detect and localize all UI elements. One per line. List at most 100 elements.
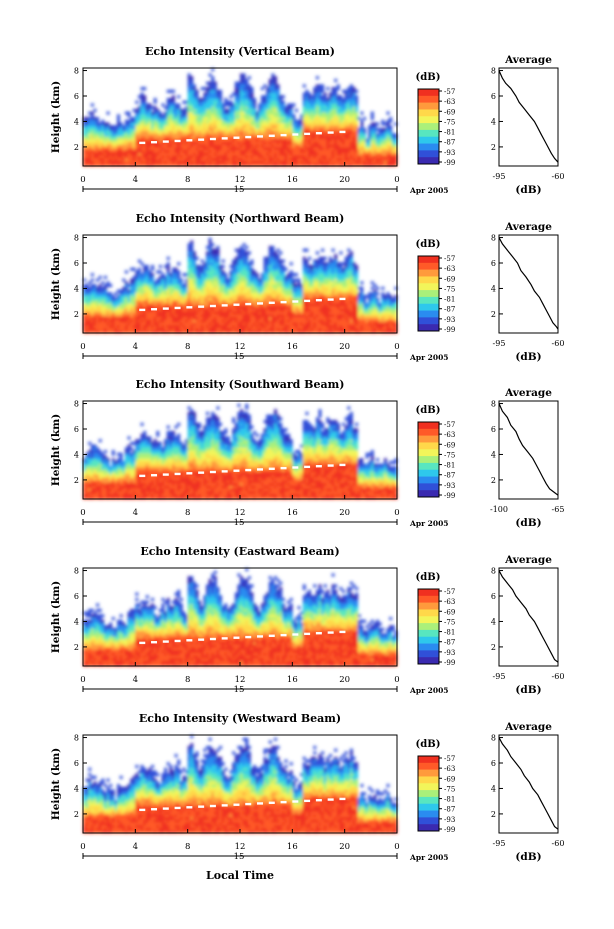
heatmap-field bbox=[83, 68, 398, 167]
y-tick-label: 6 bbox=[74, 259, 79, 268]
x-tick-label: 0 bbox=[394, 842, 399, 852]
colorbar-frame bbox=[417, 255, 440, 332]
y-tick-label: 4 bbox=[74, 450, 79, 459]
colorbar-label: -87 bbox=[444, 306, 455, 314]
colorbar-swatch bbox=[418, 324, 439, 332]
colorbar-swatch bbox=[418, 310, 439, 318]
profile-y-tick-label: 4 bbox=[491, 617, 496, 626]
heatmap-field bbox=[83, 568, 398, 667]
x-tick-label: 20 bbox=[339, 842, 350, 852]
x-tick-label: 0 bbox=[394, 675, 399, 685]
artifact-line bbox=[139, 297, 346, 312]
colorbar-label: -57 bbox=[444, 421, 455, 429]
date-label: Apr 2005 bbox=[409, 686, 449, 695]
colorbar-swatch bbox=[418, 116, 439, 124]
colorbar-swatch bbox=[418, 650, 439, 658]
x-tick-label: 8 bbox=[185, 342, 190, 352]
profile-x-tick-label: -65 bbox=[552, 505, 565, 514]
x-tick-label: 20 bbox=[339, 508, 350, 518]
x-tick-label: 0 bbox=[394, 342, 399, 352]
profile-line bbox=[498, 237, 559, 330]
colorbar-swatch bbox=[418, 483, 439, 491]
colorbar-label: -57 bbox=[444, 88, 455, 96]
panel-4: Echo Intensity (Westward Beam) 2 4 6 8 Height… bbox=[50, 712, 564, 863]
date-label: Apr 2005 bbox=[409, 519, 449, 528]
colorbar-unit: (dB) bbox=[416, 739, 441, 750]
colorbar-swatch bbox=[418, 290, 439, 298]
date-label: Apr 2005 bbox=[409, 853, 449, 862]
panel-title: Echo Intensity (Westward Beam) bbox=[139, 712, 341, 725]
y-tick-label: 8 bbox=[74, 567, 79, 576]
heatmap-field bbox=[83, 403, 398, 500]
x-tick-label: 0 bbox=[80, 675, 85, 685]
colorbar-swatch bbox=[418, 616, 439, 624]
artifact-line bbox=[139, 463, 346, 478]
profile-y-tick-label: 6 bbox=[491, 92, 496, 101]
colorbar-label: -69 bbox=[444, 441, 455, 449]
colorbar-label: -75 bbox=[444, 285, 455, 293]
profile-y-tick-label: 8 bbox=[491, 734, 496, 743]
x-tick-label: 16 bbox=[287, 342, 298, 352]
day-label: 15 bbox=[234, 185, 245, 195]
x-tick-label: 12 bbox=[235, 842, 246, 852]
profile-y-tick-label: 2 bbox=[491, 476, 496, 485]
colorbar-swatch bbox=[418, 643, 439, 651]
colorbar-label: -81 bbox=[444, 629, 455, 637]
x-tick-label: 20 bbox=[339, 675, 350, 685]
colorbar-label: -93 bbox=[444, 482, 455, 490]
colorbar-swatch bbox=[418, 269, 439, 277]
colorbar-label: -69 bbox=[444, 275, 455, 283]
colorbar-label: -69 bbox=[444, 108, 455, 116]
colorbar-swatch bbox=[418, 589, 439, 597]
profile-line bbox=[498, 403, 559, 496]
colorbar-frame bbox=[417, 588, 440, 665]
y-axis-label: Height (km) bbox=[50, 414, 62, 486]
y-tick-label: 2 bbox=[74, 310, 79, 319]
panel-3: Echo Intensity (Eastward Beam) 2 4 6 8 Height… bbox=[50, 545, 564, 696]
colorbar-swatch bbox=[418, 796, 439, 805]
colorbar-label: -99 bbox=[444, 826, 455, 834]
colorbar-swatch bbox=[418, 657, 439, 665]
colorbar-swatch bbox=[418, 810, 439, 818]
y-tick-label: 6 bbox=[74, 425, 79, 434]
colorbar-label: -69 bbox=[444, 775, 455, 783]
profile-y-tick-label: 2 bbox=[491, 810, 496, 819]
panel-0: Echo Intensity (Vertical Beam) 2 4 6 8 Height… bbox=[50, 45, 564, 196]
colorbar-label: -63 bbox=[444, 598, 455, 606]
profile-x-tick-label: -100 bbox=[490, 505, 508, 514]
panel-title: Echo Intensity (Southward Beam) bbox=[136, 378, 345, 391]
y-tick-label: 4 bbox=[74, 284, 79, 293]
date-label: Apr 2005 bbox=[409, 186, 449, 195]
local-time-label: Local Time bbox=[206, 869, 274, 882]
colorbar-label: -63 bbox=[444, 765, 455, 773]
y-axis-label: Height (km) bbox=[50, 248, 62, 320]
day-label: 15 bbox=[234, 352, 245, 362]
colorbar-swatch bbox=[418, 595, 439, 603]
y-tick-label: 4 bbox=[74, 784, 79, 793]
profile-x-label: (dB) bbox=[515, 184, 541, 196]
colorbar-label: -87 bbox=[444, 472, 455, 480]
profile-y-tick-label: 4 bbox=[491, 284, 496, 293]
colorbar-label: -63 bbox=[444, 265, 455, 273]
colorbar-swatch bbox=[418, 256, 439, 264]
colorbar-swatch bbox=[418, 89, 439, 97]
x-tick-label: 16 bbox=[287, 508, 298, 518]
profile-y-tick-label: 2 bbox=[491, 310, 496, 319]
colorbar-label: -75 bbox=[444, 118, 455, 126]
colorbar-swatch bbox=[418, 476, 439, 484]
colorbar-swatch bbox=[418, 462, 439, 471]
profile-x-tick-label: -95 bbox=[493, 839, 506, 848]
colorbar-swatch bbox=[418, 123, 439, 131]
colorbar-label: -75 bbox=[444, 451, 455, 459]
y-tick-label: 4 bbox=[74, 117, 79, 126]
profile-title: Average bbox=[504, 721, 552, 733]
panel-title: Echo Intensity (Eastward Beam) bbox=[140, 545, 339, 558]
colorbar-swatch bbox=[418, 102, 439, 110]
colorbar-swatch bbox=[418, 783, 439, 791]
y-tick-label: 8 bbox=[74, 734, 79, 743]
colorbar-swatch bbox=[418, 136, 439, 144]
colorbar-label: -57 bbox=[444, 755, 455, 763]
heatmap-field bbox=[83, 735, 398, 834]
colorbar-swatch bbox=[418, 283, 439, 291]
colorbar-swatch bbox=[418, 143, 439, 151]
